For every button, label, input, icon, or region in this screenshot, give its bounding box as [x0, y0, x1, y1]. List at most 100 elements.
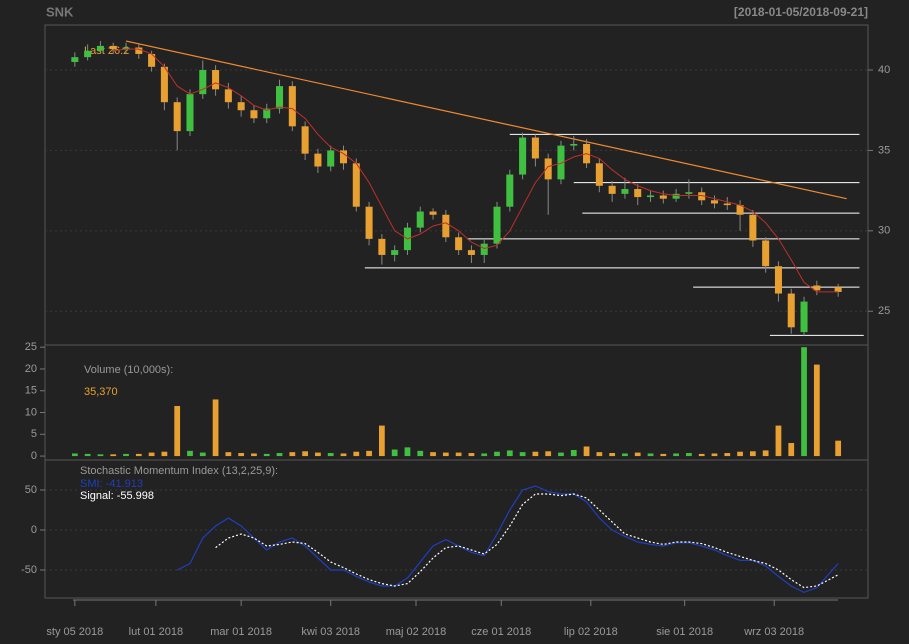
- candle-body: [834, 287, 842, 292]
- x-tick-label: sie 01 2018: [656, 626, 713, 638]
- volume-bar: [686, 453, 692, 457]
- smi-line: [176, 485, 839, 594]
- y-tick-label: 30: [878, 225, 890, 237]
- last-label: Last 26.2: [84, 45, 129, 57]
- candle-body: [762, 240, 770, 267]
- volume-bar: [315, 452, 321, 457]
- candle-body: [276, 86, 284, 109]
- candle-body: [774, 266, 782, 294]
- smi-line: [215, 493, 839, 589]
- volume-bar: [123, 453, 129, 457]
- candle-body: [480, 243, 488, 255]
- volume-bar: [378, 425, 385, 457]
- volume-bar: [391, 449, 398, 457]
- volume-bar: [430, 452, 436, 457]
- candle-body: [224, 89, 232, 103]
- volume-bar: [660, 453, 667, 457]
- y-tick-label: 10: [25, 406, 37, 418]
- candle-body: [659, 195, 667, 199]
- volume-bar: [187, 450, 193, 457]
- y-tick-label: 25: [878, 305, 890, 317]
- volume-bar: [455, 452, 462, 457]
- candle-body: [455, 237, 463, 251]
- candle-body: [749, 214, 757, 241]
- y-tick-label: 5: [31, 428, 37, 440]
- volume-bar: [532, 451, 539, 457]
- candle-body: [608, 185, 616, 194]
- candle-body: [723, 203, 731, 206]
- volume-bar: [161, 451, 168, 457]
- candle-body: [135, 47, 143, 54]
- volume-bar: [110, 454, 117, 457]
- y-tick-label: 0: [31, 524, 37, 536]
- volume-bar: [212, 399, 219, 457]
- x-tick-label: kwi 03 2018: [301, 626, 360, 638]
- candle-body: [519, 137, 527, 175]
- y-tick-label: 20: [25, 363, 37, 375]
- y-tick-label: 35: [878, 144, 890, 156]
- x-tick-label: mar 01 2018: [210, 626, 272, 638]
- volume-bar: [174, 405, 181, 457]
- candle-body: [557, 145, 565, 180]
- volume-bar: [468, 453, 475, 457]
- smi-title: Stochastic Momentum Index (13,2,25,9):: [80, 465, 278, 477]
- y-tick-label: 15: [25, 385, 37, 397]
- moving-average: [113, 48, 839, 293]
- volume-bar: [775, 425, 782, 457]
- candle-body: [710, 200, 719, 204]
- trend-line: [125, 40, 847, 200]
- volume-bar: [366, 450, 372, 457]
- y-tick-label: 50: [25, 484, 37, 496]
- candle-body: [647, 195, 655, 198]
- candle-body: [621, 189, 629, 194]
- volume-bar: [225, 452, 232, 457]
- candle-body: [813, 285, 821, 291]
- chart-title: SNK: [46, 4, 74, 19]
- candle-body: [672, 193, 680, 199]
- candle-body: [493, 206, 501, 244]
- candle-body: [531, 137, 539, 159]
- volume-bar: [835, 440, 842, 457]
- volume-last: 35,370: [84, 386, 118, 398]
- candle-body: [365, 206, 373, 239]
- volume-bar: [596, 452, 603, 457]
- volume-bar: [238, 453, 245, 457]
- volume-bar: [673, 453, 679, 457]
- candle-body: [109, 45, 117, 50]
- candle-body: [212, 70, 220, 90]
- volume-bar: [545, 451, 552, 457]
- volume-bar: [506, 450, 513, 457]
- candle-body: [96, 45, 104, 51]
- volume-bar: [199, 452, 206, 457]
- candle-body: [595, 163, 603, 186]
- volume-bar: [737, 451, 743, 457]
- x-tick-label: sty 05 2018: [46, 626, 103, 638]
- candle-body: [570, 143, 578, 146]
- volume-bar: [97, 454, 104, 457]
- candle-body: [685, 192, 693, 194]
- volume-bar: [558, 452, 564, 457]
- candle-body: [84, 50, 92, 58]
- candle-body: [736, 205, 744, 215]
- volume-bar: [788, 443, 795, 457]
- volume-bar: [353, 451, 360, 457]
- candle-body: [442, 214, 450, 238]
- x-tick-label: cze 01 2018: [471, 626, 531, 638]
- x-tick-label: lip 02 2018: [564, 626, 618, 638]
- y-tick-label: 0: [31, 450, 37, 462]
- volume-bar: [148, 452, 155, 457]
- volume-bar: [519, 452, 526, 457]
- volume-bar: [762, 450, 769, 457]
- candle-body: [186, 94, 194, 132]
- volume-bar: [494, 451, 500, 457]
- volume-bar: [634, 452, 641, 457]
- volume-bar: [442, 452, 449, 457]
- volume-bar: [340, 453, 347, 457]
- candle-body: [429, 211, 437, 215]
- volume-title: Volume (10,000s):: [84, 364, 173, 376]
- candle-body: [352, 163, 360, 207]
- volume-bar: [84, 453, 91, 457]
- volume-bar: [251, 453, 257, 457]
- smi-legend: SMI: -41.913: [80, 478, 143, 490]
